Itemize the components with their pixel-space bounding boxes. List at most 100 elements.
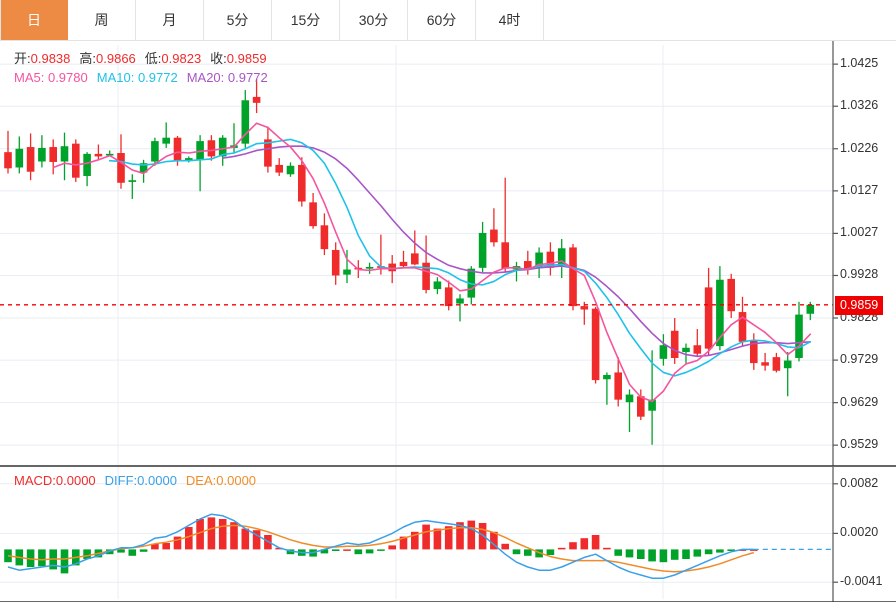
tab-period-6[interactable]: 60分 xyxy=(408,0,476,40)
candle-body xyxy=(331,249,340,276)
candle-body xyxy=(591,308,600,381)
macd-bar xyxy=(388,545,396,550)
macd-bar xyxy=(173,536,182,550)
macd-bar xyxy=(637,549,645,559)
tab-period-1[interactable]: 周 xyxy=(68,0,136,40)
candle-body xyxy=(693,345,702,354)
candle-body xyxy=(151,141,159,162)
tab-period-7[interactable]: 4时 xyxy=(476,0,544,40)
macd-bar xyxy=(682,549,690,559)
candle-body xyxy=(173,137,182,162)
candle-body xyxy=(433,281,442,290)
candle-body xyxy=(15,148,24,168)
macd-bar xyxy=(399,536,408,550)
candle-body xyxy=(218,137,227,157)
tab-label: 60分 xyxy=(426,12,457,28)
macd-bar xyxy=(670,549,679,560)
candle-body xyxy=(670,330,679,358)
tab-label: 4时 xyxy=(498,12,521,28)
macd-bar xyxy=(716,549,724,553)
macd-bar xyxy=(591,535,600,550)
ma10-line xyxy=(108,138,812,377)
candle-body xyxy=(4,152,12,169)
macd-bar xyxy=(433,528,442,550)
macd-bar xyxy=(569,542,577,550)
candle-body xyxy=(83,153,91,176)
candle-body xyxy=(320,225,329,250)
candle-body xyxy=(399,261,408,267)
macd-bar xyxy=(83,549,91,559)
tabbar-filler xyxy=(544,0,896,40)
candle-body xyxy=(38,147,46,162)
macd-bar xyxy=(218,519,227,550)
macd-bar xyxy=(185,527,193,550)
macd-bar xyxy=(625,549,634,558)
tab-label: 30分 xyxy=(358,12,389,28)
tab-label: 周 xyxy=(94,12,109,28)
macd-bar xyxy=(524,549,532,556)
tab-label: 日 xyxy=(27,12,41,28)
tab-label: 月 xyxy=(162,12,177,28)
candle-body xyxy=(524,261,532,269)
macd-bar xyxy=(286,549,295,555)
candle-body xyxy=(783,360,792,369)
candle-body xyxy=(738,312,747,342)
macd-bar xyxy=(603,547,611,550)
macd-bar xyxy=(162,543,170,550)
macd-bar xyxy=(275,547,283,550)
macd-bar xyxy=(241,528,250,550)
period-tabbar: 日 周 月 5分 15分 30分 60分 4时 xyxy=(0,0,896,41)
macd-bar xyxy=(422,524,430,550)
candle-body xyxy=(625,394,634,403)
macd-bar xyxy=(478,523,487,550)
macd-bar xyxy=(252,530,261,550)
candle-body xyxy=(456,298,464,304)
macd-bar xyxy=(557,547,566,550)
candle-body xyxy=(422,262,430,290)
candlestick-series xyxy=(4,79,815,445)
macd-bar xyxy=(501,543,509,550)
candle-body xyxy=(94,153,103,157)
candle-body xyxy=(478,232,487,268)
candle-body xyxy=(365,266,374,269)
chart-canvas[interactable] xyxy=(0,41,896,602)
tab-period-5[interactable]: 30分 xyxy=(340,0,408,40)
tab-period-2[interactable]: 月 xyxy=(136,0,204,40)
axis-frame xyxy=(0,41,896,602)
candle-body xyxy=(772,357,781,371)
macd-bar xyxy=(490,531,498,550)
candle-body xyxy=(309,202,317,227)
candle-body xyxy=(26,147,35,172)
macd-bar xyxy=(693,549,702,557)
candle-body xyxy=(490,229,498,243)
candle-body xyxy=(196,141,204,160)
tab-period-0[interactable]: 日 xyxy=(0,0,68,40)
candle-body xyxy=(535,252,543,268)
candle-body xyxy=(750,340,758,364)
macd-bar xyxy=(750,549,758,551)
macd-bar xyxy=(512,549,521,555)
candle-body xyxy=(637,396,645,417)
candle-body xyxy=(444,287,453,307)
macd-bar xyxy=(546,549,555,555)
chart-area: 开:0.9838 高:0.9866 低:0.9823 收:0.9859 MA5: 0.… xyxy=(0,41,896,602)
candle-body xyxy=(603,374,611,380)
tab-label: 5分 xyxy=(226,12,249,28)
macd-bar xyxy=(727,549,735,551)
macd-bar xyxy=(444,526,453,550)
candle-body xyxy=(105,153,114,156)
candle-body xyxy=(207,140,216,157)
candle-body xyxy=(580,306,589,310)
candle-body xyxy=(659,345,668,359)
macd-bar xyxy=(614,549,622,556)
candle-body xyxy=(241,100,250,144)
candle-body xyxy=(795,314,803,358)
tab-period-3[interactable]: 5分 xyxy=(204,0,272,40)
candle-body xyxy=(557,248,566,267)
candle-body xyxy=(761,362,769,366)
candle-body xyxy=(546,251,555,268)
macd-bar xyxy=(230,522,238,550)
tab-period-4[interactable]: 15分 xyxy=(272,0,340,40)
candle-body xyxy=(648,399,656,411)
candle-body xyxy=(264,139,272,167)
